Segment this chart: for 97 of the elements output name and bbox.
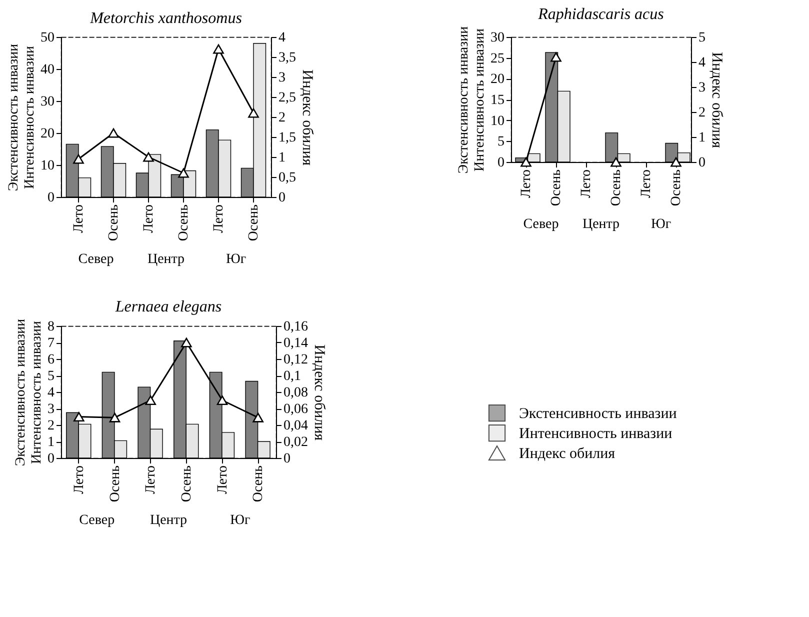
y2-tick-label: 0,04 (284, 418, 308, 434)
point (74, 412, 84, 422)
y2-axis-title: Индекс обилия (708, 52, 724, 148)
y2-tick-label: 1 (698, 130, 706, 146)
y2-tick-label: 3 (278, 70, 286, 86)
legend-label: Экстенсивность инвазии (519, 406, 677, 422)
text: Север (523, 217, 559, 232)
y2-tick-label: 0,06 (284, 402, 308, 417)
text: Юг (650, 217, 672, 232)
x-tick-label: Осень (246, 204, 262, 242)
x-tick-label: Осень (251, 466, 266, 502)
y-axis-title: Экстенсивность инвазии Интенсивность инвазии (456, 26, 488, 174)
y2-tick-label: 0 (698, 156, 706, 170)
text: Север (78, 252, 114, 267)
text: Центр (582, 217, 620, 232)
point (213, 44, 224, 54)
x-tick-label: Лето (142, 204, 156, 234)
text: Центр (147, 252, 185, 267)
y2-tick-label: 1 (278, 150, 286, 166)
y-axis-title: Экстенсивность инвазии Интенсивность инвазии (6, 43, 38, 192)
point (109, 412, 120, 422)
x-tick-label: Лето (72, 204, 86, 234)
y2-tick-label: 0,5 (278, 170, 296, 186)
y-tick-label: 1 (48, 435, 54, 450)
y-tick-label: 20 (40, 126, 54, 142)
text: Центр (150, 513, 188, 528)
point (178, 168, 189, 178)
legend-label: Интенсивность инвазии (519, 426, 672, 442)
y-tick-label: 15 (490, 93, 504, 108)
y2-tick-label: 3,5 (278, 50, 296, 66)
y2-tick-label: 0,16 (284, 320, 308, 334)
x-tick-label: Осень (609, 170, 624, 206)
point (181, 338, 192, 348)
point (143, 152, 154, 162)
y-tick-label: 5 (498, 134, 504, 150)
y-tick-label: 30 (40, 94, 54, 110)
y2-tick-label: 2 (278, 110, 286, 126)
point (73, 154, 84, 164)
x-tick-label: Осень (669, 170, 684, 206)
text: Юг (230, 513, 250, 528)
y2-tick-label: 0,02 (284, 435, 308, 450)
y-tick-label: 5 (48, 369, 54, 384)
point (145, 395, 156, 406)
x-tick-label: Осень (108, 466, 123, 502)
y-tick-label: 3 (48, 402, 54, 417)
y-tick-label: 10 (490, 114, 504, 129)
y2-tick-label: 5 (698, 30, 706, 46)
y2-tick-label: 0,1 (284, 369, 301, 384)
point (248, 108, 259, 118)
y2-tick-label: 0,12 (284, 352, 308, 368)
y-tick-label: 40 (40, 62, 54, 78)
y2-axis-title: Индекс обилия (311, 344, 327, 441)
y-tick-label: 8 (48, 320, 54, 334)
y-tick-label: 0 (48, 452, 54, 466)
x-tick-label: Лето (639, 170, 654, 198)
x-tick-label: Осень (179, 466, 194, 502)
chart-title: Metorchis xanthosomus (89, 10, 242, 27)
y2-tick-label: 0,08 (284, 386, 308, 400)
x-tick-label: Лето (519, 170, 534, 198)
y2-tick-label: 1,5 (278, 130, 296, 146)
y-tick-label: 0 (48, 190, 54, 206)
y-tick-label: 30 (490, 30, 504, 46)
text: Север (79, 513, 115, 528)
y2-tick-label: 2 (698, 106, 706, 120)
chart-title: Lernaea elegans (114, 298, 222, 316)
y-axis-title: Экстенсивность инвазии Интенсивность инвазии (14, 318, 44, 466)
point (216, 395, 228, 406)
y2-tick-label: 0 (284, 452, 290, 466)
y2-tick-label: 4 (698, 56, 706, 70)
y-tick-label: 25 (490, 51, 504, 66)
x-tick-label: Осень (106, 204, 122, 242)
y-tick-label: 7 (48, 336, 54, 351)
y2-tick-label: 0 (278, 190, 286, 206)
y-tick-label: 20 (490, 72, 504, 88)
x-tick-label: Лето (144, 466, 159, 494)
y2-tick-label: 4 (278, 30, 286, 46)
y2-tick-label: 0,14 (284, 336, 308, 351)
point (252, 412, 264, 422)
chart-title: Raphidascaris acus (537, 6, 664, 23)
text: Юг (226, 252, 246, 267)
x-tick-label: Лето (579, 170, 594, 198)
x-tick-label: Лето (72, 466, 87, 494)
legend-label: Индекс обилия (519, 446, 616, 462)
y-tick-label: 0 (498, 156, 504, 170)
point (108, 128, 119, 138)
y-tick-label: 2 (48, 418, 54, 434)
x-tick-label: Лето (212, 204, 226, 234)
x-tick-label: Лето (215, 466, 230, 494)
x-tick-label: Осень (176, 204, 192, 242)
y-tick-label: 10 (40, 158, 54, 174)
y-tick-label: 50 (40, 30, 54, 46)
y-tick-label: 4 (48, 386, 54, 400)
y2-tick-label: 2,5 (278, 90, 296, 106)
y2-axis-title: Индекс обилия (299, 69, 315, 166)
y2-tick-label: 3 (698, 80, 706, 96)
x-tick-label: Осень (549, 170, 564, 206)
y-tick-label: 6 (48, 352, 54, 368)
